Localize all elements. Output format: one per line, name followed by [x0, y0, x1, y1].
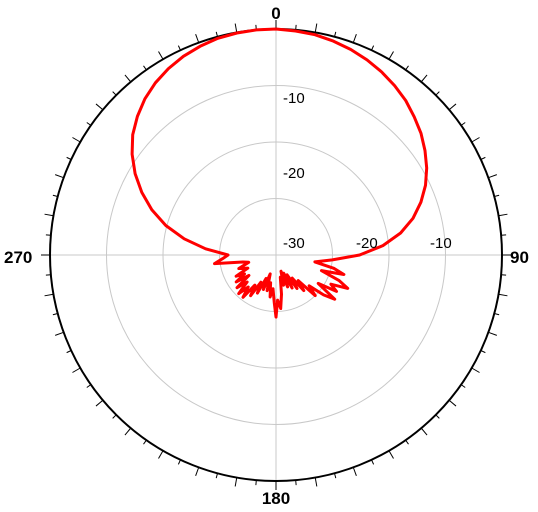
angular-tick: [371, 45, 375, 51]
angular-tick: [405, 65, 409, 71]
angle-label-270: 270: [4, 248, 32, 267]
angular-tick: [480, 350, 486, 354]
angular-tick: [460, 122, 466, 126]
radial-label-minus-20-right: -20: [356, 235, 378, 252]
angular-tick: [488, 174, 497, 179]
angular-ticks: [41, 20, 511, 490]
angular-tick: [55, 174, 64, 179]
radial-label-minus-10-right: -10: [430, 235, 452, 252]
angular-tick: [314, 477, 318, 487]
angular-tick: [448, 399, 457, 407]
angular-tick: [435, 414, 440, 419]
angular-tick: [66, 350, 72, 354]
angular-tick: [177, 45, 181, 51]
angular-tick: [124, 427, 132, 436]
angular-tick: [388, 450, 394, 459]
angular-tick: [215, 473, 218, 479]
angle-label-0: 0: [271, 4, 280, 23]
angular-tick: [234, 23, 238, 33]
angular-tick: [52, 313, 58, 316]
radial-label-minus-20-top: -20: [283, 165, 305, 182]
angular-tick: [72, 367, 81, 373]
angular-tick: [55, 331, 64, 336]
angular-tick: [498, 213, 508, 217]
angular-tick: [44, 213, 54, 217]
radial-label-minus-30: -30: [283, 235, 305, 252]
angular-tick: [124, 74, 132, 83]
angular-tick: [488, 331, 497, 336]
angular-tick: [405, 439, 409, 445]
angular-tick: [44, 293, 54, 297]
angular-tick: [420, 427, 428, 436]
angular-tick: [498, 293, 508, 297]
angular-tick: [215, 31, 218, 37]
angular-tick: [95, 399, 104, 407]
angular-tick: [195, 34, 200, 43]
series-layer: [130, 27, 429, 319]
angular-tick: [420, 74, 428, 83]
angular-tick: [471, 367, 480, 373]
angular-tick: [158, 450, 164, 459]
angular-tick: [143, 439, 147, 445]
angular-tick: [314, 23, 318, 33]
angular-tick: [352, 34, 357, 43]
series-line: [130, 27, 429, 319]
angular-tick: [158, 51, 164, 60]
angular-tick: [460, 384, 466, 388]
angular-tick: [435, 91, 440, 96]
radial-label-minus-10-top: -10: [283, 90, 305, 107]
angular-tick: [334, 473, 337, 479]
angular-tick: [371, 459, 375, 465]
angle-label-90: 90: [510, 248, 529, 267]
angular-tick: [448, 103, 457, 111]
angular-tick: [112, 414, 117, 419]
angular-tick: [177, 459, 181, 465]
angular-tick: [95, 103, 104, 111]
angular-tick: [234, 477, 238, 487]
angular-tick: [143, 65, 147, 71]
angular-tick: [471, 137, 480, 143]
angular-tick: [352, 467, 357, 476]
angular-tick: [86, 384, 92, 388]
angular-tick: [480, 156, 486, 160]
angular-tick: [195, 467, 200, 476]
angle-label-180: 180: [262, 489, 290, 508]
angular-tick: [72, 137, 81, 143]
angular-tick: [52, 194, 58, 197]
angular-tick: [66, 156, 72, 160]
angular-tick: [494, 194, 500, 197]
angular-tick: [494, 313, 500, 316]
angular-tick: [388, 51, 394, 60]
angular-tick: [334, 31, 337, 37]
polar-grid: [49, 28, 503, 482]
angular-tick: [86, 122, 92, 126]
angular-tick: [112, 91, 117, 96]
